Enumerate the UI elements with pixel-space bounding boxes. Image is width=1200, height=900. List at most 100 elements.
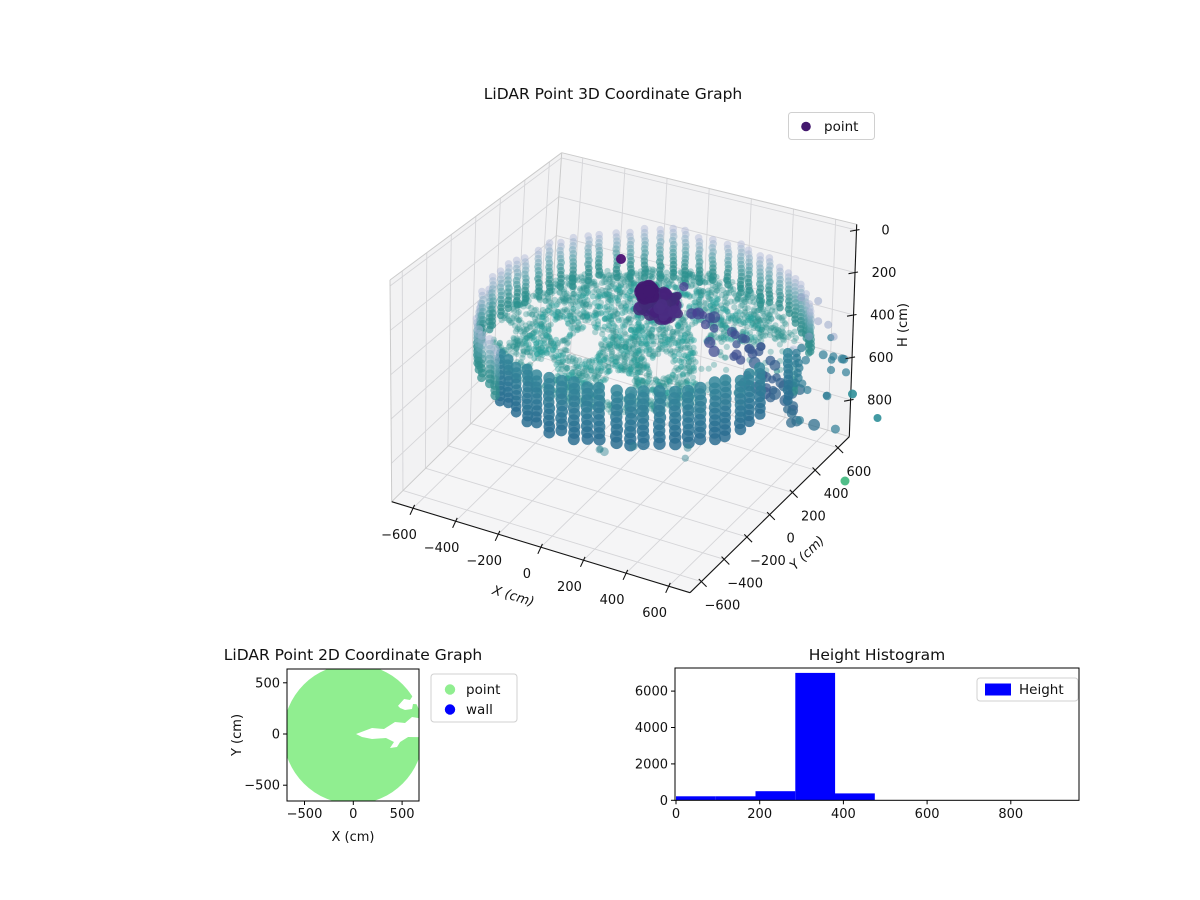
scatter-point bbox=[606, 284, 613, 291]
plot2d-legend-label-wall: wall bbox=[466, 702, 493, 718]
scatter-point bbox=[541, 337, 548, 344]
scatter-point bbox=[588, 279, 595, 286]
scatter-point bbox=[626, 343, 633, 350]
x-tick-label: −200 bbox=[466, 554, 502, 569]
scatter-point bbox=[575, 326, 582, 333]
scatter-point bbox=[734, 295, 742, 302]
scatter-point bbox=[521, 348, 528, 355]
scatter-point bbox=[536, 293, 543, 300]
scatter-point bbox=[640, 378, 647, 385]
scatter-point bbox=[586, 301, 593, 308]
scatter-point bbox=[583, 364, 590, 371]
scatter-point bbox=[734, 423, 747, 436]
scatter-point bbox=[628, 359, 635, 366]
scatter-point bbox=[656, 270, 663, 277]
scatter-point bbox=[575, 303, 582, 310]
scatter-point bbox=[665, 341, 673, 348]
scatter-point bbox=[750, 306, 757, 313]
scatter-point bbox=[529, 330, 536, 337]
scatter-point bbox=[572, 368, 579, 375]
y-tick-label: −400 bbox=[727, 576, 763, 591]
scatter-point bbox=[678, 269, 685, 276]
scatter-point bbox=[722, 354, 729, 361]
scatter-point bbox=[525, 297, 532, 304]
scatter-point bbox=[662, 336, 669, 344]
scatter-point bbox=[577, 293, 584, 300]
scatter-point bbox=[612, 354, 619, 361]
scatter-point bbox=[731, 349, 742, 360]
scatter-point bbox=[627, 280, 634, 287]
scatter-point bbox=[543, 332, 550, 339]
scatter-point bbox=[770, 303, 777, 311]
scatter-point bbox=[610, 329, 617, 336]
scatter-point bbox=[541, 336, 548, 343]
scatter-point bbox=[512, 341, 519, 348]
scatter-point bbox=[647, 401, 655, 408]
scatter-point bbox=[596, 445, 604, 453]
scatter-point bbox=[660, 331, 667, 338]
scatter-point bbox=[629, 342, 636, 349]
histogram-legend: Height bbox=[976, 677, 1079, 702]
scatter-point bbox=[719, 305, 726, 312]
scatter-point bbox=[613, 339, 620, 347]
scatter-point bbox=[708, 311, 721, 324]
scatter-point bbox=[776, 314, 783, 321]
scatter-point bbox=[618, 347, 625, 354]
scatter-point bbox=[563, 347, 570, 354]
scatter-point bbox=[614, 277, 621, 284]
scatter-point bbox=[640, 273, 649, 281]
scatter-point bbox=[523, 326, 530, 333]
scatter-point bbox=[621, 305, 629, 312]
scatter-point bbox=[593, 282, 600, 289]
scatter-point bbox=[542, 297, 549, 304]
scatter-point bbox=[728, 316, 735, 323]
scatter-point bbox=[534, 287, 541, 294]
scatter-point bbox=[595, 288, 603, 295]
scatter-point bbox=[634, 350, 641, 356]
scatter-point bbox=[690, 356, 697, 363]
scatter-point bbox=[496, 339, 504, 346]
scatter-point bbox=[757, 332, 765, 339]
plot3d-title: LiDAR Point 3D Coordinate Graph bbox=[484, 85, 742, 103]
scatter-point bbox=[605, 322, 612, 329]
scatter-point bbox=[756, 326, 763, 333]
scatter-point bbox=[638, 349, 646, 356]
scatter-point bbox=[668, 374, 675, 381]
scatter-point bbox=[560, 313, 567, 320]
scatter-point bbox=[629, 336, 636, 343]
scatter-point bbox=[597, 293, 604, 300]
scatter-point bbox=[759, 324, 766, 331]
scatter-point bbox=[709, 323, 719, 333]
scatter-point bbox=[648, 386, 655, 393]
scatter-point bbox=[570, 291, 577, 298]
scatter-point bbox=[614, 354, 621, 362]
scatter-point bbox=[699, 278, 706, 285]
scatter-point bbox=[550, 283, 557, 291]
scatter-point bbox=[735, 291, 742, 298]
scatter-point bbox=[657, 378, 664, 385]
scatter-point bbox=[715, 295, 722, 303]
scatter-point bbox=[743, 290, 750, 297]
x-tick-label: 0 bbox=[523, 567, 531, 582]
scatter-point bbox=[565, 372, 573, 379]
scatter-point bbox=[563, 274, 571, 281]
scatter-point bbox=[652, 376, 659, 383]
scatter-point bbox=[729, 314, 736, 321]
scatter-point bbox=[674, 379, 681, 386]
scatter-point bbox=[571, 364, 578, 371]
scatter-point bbox=[757, 320, 765, 327]
scatter-point bbox=[574, 314, 582, 322]
scatter-point bbox=[623, 363, 630, 370]
scatter-point bbox=[769, 307, 776, 314]
scatter-point bbox=[667, 347, 674, 354]
scatter-point bbox=[780, 337, 788, 344]
scatter-point bbox=[627, 296, 635, 303]
scatter-point bbox=[614, 344, 621, 351]
scatter-point bbox=[634, 369, 641, 376]
scatter-point bbox=[608, 272, 615, 279]
scatter-point bbox=[676, 365, 683, 373]
scatter-point bbox=[731, 298, 739, 305]
scatter-point bbox=[577, 273, 585, 280]
scatter-point bbox=[612, 332, 619, 339]
scatter-point bbox=[546, 326, 552, 333]
